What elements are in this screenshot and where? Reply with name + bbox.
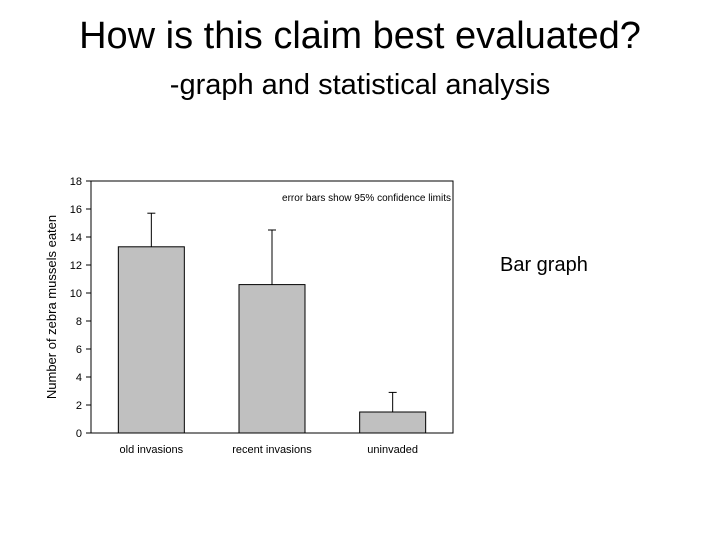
- y-tick-label: 12: [70, 260, 82, 272]
- y-tick-label: 8: [76, 316, 82, 328]
- x-tick-label: uninvaded: [367, 444, 418, 456]
- bar-chart: Number of zebra mussels eaten error bars…: [44, 176, 454, 456]
- bar: [117, 246, 185, 434]
- y-tick-label: 0: [76, 428, 82, 440]
- y-tick-label: 10: [70, 288, 82, 300]
- bar-graph-label: Bar graph: [500, 254, 588, 276]
- x-tick-label: recent invasions: [232, 444, 312, 456]
- slide-subtitle: -graph and statistical analysis: [169, 69, 551, 101]
- y-tick-label: 14: [70, 232, 82, 244]
- y-tick-label: 4: [76, 372, 82, 384]
- y-tick-label: 16: [70, 204, 82, 216]
- y-tick-label: 6: [76, 344, 82, 356]
- bar: [359, 411, 427, 434]
- y-tick-label: 2: [76, 400, 82, 412]
- y-tick-label: 18: [70, 176, 82, 188]
- bar: [238, 284, 306, 434]
- slide-title: How is this claim best evaluated?: [79, 15, 641, 57]
- x-tick-label: old invasions: [120, 444, 184, 456]
- y-axis-label: Number of zebra mussels eaten: [44, 215, 59, 399]
- chart-annotation: error bars show 95% confidence limits: [282, 193, 451, 204]
